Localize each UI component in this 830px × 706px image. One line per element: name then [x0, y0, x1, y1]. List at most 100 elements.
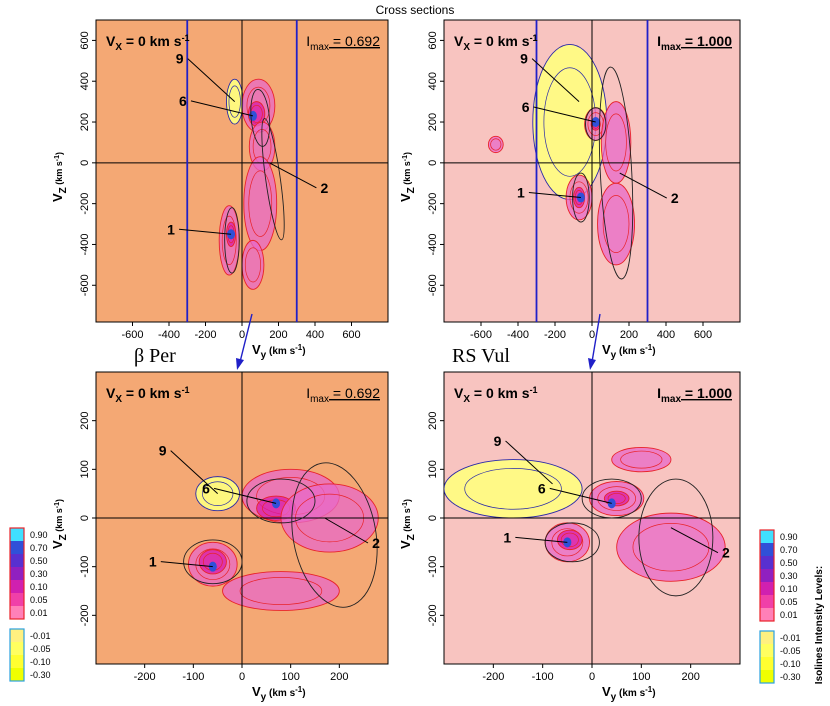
isoline — [248, 170, 273, 237]
feature-leader-line — [619, 172, 667, 199]
feature-ellipse — [638, 478, 714, 597]
feature-label-6: 6 — [202, 480, 210, 496]
feature-ellipse — [572, 172, 590, 223]
feature-label-9: 9 — [494, 433, 502, 449]
colorbar-swatch — [10, 593, 24, 606]
star-label-rs-vul: RS Vul — [452, 345, 510, 367]
isoline — [602, 195, 630, 253]
feature-label-1: 1 — [517, 185, 525, 201]
colorbar-swatch — [760, 595, 774, 608]
x-tick-label: -200 — [544, 329, 566, 341]
y-tick-label: -200 — [79, 604, 91, 626]
x-tick-label: 400 — [306, 329, 324, 341]
y-tick-label: -100 — [427, 556, 439, 578]
colorbar-positive-frame — [9, 527, 25, 620]
x-tick-label: 400 — [657, 329, 675, 341]
feature-leader-line — [170, 450, 219, 495]
panels: 9 6 2 1 VX = 0 km s-1 Imax = 0.692 -600 -400 -20… — [50, 19, 741, 703]
x-tick-label: -400 — [158, 329, 180, 341]
colorbar-level-label: 0.01 — [780, 610, 798, 620]
feature-ellipse — [291, 462, 378, 608]
feature-label-2: 2 — [671, 190, 679, 206]
y-tick-label: 100 — [79, 460, 91, 478]
isoline — [490, 138, 502, 151]
y-tick-label: -600 — [79, 274, 91, 296]
colorbar-swatch — [10, 606, 24, 619]
y-tick-label: 600 — [79, 31, 91, 49]
x-axis-label: Vy (km s-1) — [602, 342, 656, 361]
x-tick-label: 200 — [681, 671, 699, 683]
colorbar-swatch — [760, 631, 774, 644]
colorbar-level-label: 0.50 — [780, 558, 798, 568]
colorbar-level-label: 0.30 — [30, 569, 48, 579]
x-tick-label: 600 — [342, 329, 360, 341]
feature-leader-line — [187, 58, 236, 102]
feature-ellipse — [246, 478, 316, 524]
feature-ellipse — [598, 66, 634, 280]
y-tick-label: 200 — [79, 411, 91, 429]
y-tick-label: 200 — [79, 113, 91, 131]
x-tick-label: 600 — [694, 329, 712, 341]
x-tick-label: 200 — [330, 671, 348, 683]
feature-ellipse — [224, 207, 240, 274]
feature-label-9: 9 — [159, 443, 167, 459]
isoline — [239, 577, 323, 605]
x-tick-label: 0 — [239, 671, 245, 683]
star-label-beta-per: β Per — [134, 345, 176, 367]
feature-leader-line — [533, 106, 596, 123]
feature-ellipse — [250, 89, 271, 147]
isoline — [632, 523, 710, 572]
y-tick-label: 0 — [427, 160, 439, 166]
feature-label-6: 6 — [179, 93, 187, 109]
y-axis-label: VZ (km s-1) — [398, 152, 417, 202]
y-tick-label: 600 — [427, 31, 439, 49]
figure-title: Cross sections — [376, 3, 455, 17]
x-tick-label: -100 — [182, 671, 204, 683]
feature-ellipse — [544, 522, 600, 563]
isoline — [221, 215, 237, 266]
colorbar-level-label: -0.30 — [30, 670, 51, 680]
panel-top-right: 9 6 2 1 VX = 0 km s-1 Imax = 1.000 -600 -400 -20… — [398, 19, 741, 361]
imax-label: Imax = 0.692 — [306, 385, 380, 405]
feature-ellipse — [183, 539, 243, 585]
isoline — [569, 181, 589, 214]
colorbar-swatch — [760, 530, 774, 543]
colorbar-positive-frame — [759, 529, 775, 622]
isoline — [597, 486, 637, 511]
colorbar-level-label: -0.01 — [780, 633, 801, 643]
y-tick-label: -100 — [79, 556, 91, 578]
colorbar-level-label: 0.10 — [30, 582, 48, 592]
y-axis-label: VZ (km s-1) — [50, 152, 69, 202]
isoline — [551, 528, 584, 557]
x-axis-label: Vy (km s-1) — [252, 684, 306, 703]
colorbar-level-label: -0.10 — [30, 657, 51, 667]
feature-label-2: 2 — [722, 545, 730, 561]
colorbar-level-label: -0.01 — [30, 631, 51, 641]
colorbar-level-label: -0.10 — [780, 659, 801, 669]
colorbar-swatch — [760, 543, 774, 556]
y-tick-label: 400 — [427, 72, 439, 90]
feature-label-2: 2 — [372, 535, 380, 551]
x-tick-label: 200 — [269, 329, 287, 341]
colorbar-swatch — [760, 608, 774, 621]
y-tick-label: -600 — [427, 274, 439, 296]
y-tick-label: 100 — [427, 460, 439, 478]
intensity-peak — [248, 110, 257, 121]
colorbar-level-label: 0.05 — [780, 597, 798, 607]
feature-leader-line — [549, 487, 612, 504]
y-tick-label: 0 — [79, 515, 91, 521]
feature-label-2: 2 — [320, 180, 328, 196]
feature-leader-line — [179, 228, 232, 235]
colorbar-level-label: 0.30 — [780, 571, 798, 581]
colorbar-swatch — [10, 567, 24, 580]
feature-leader-line — [160, 561, 213, 568]
y-tick-label: -400 — [427, 233, 439, 255]
colorbar-level-label: 0.10 — [780, 584, 798, 594]
isoline — [620, 450, 663, 469]
colorbar-swatch — [10, 554, 24, 567]
isoline — [605, 113, 627, 172]
colorbar-swatch — [10, 580, 24, 593]
y-tick-label: -400 — [79, 233, 91, 255]
feature-label-1: 1 — [149, 554, 157, 570]
colorbar-level-label: 0.70 — [780, 545, 798, 555]
